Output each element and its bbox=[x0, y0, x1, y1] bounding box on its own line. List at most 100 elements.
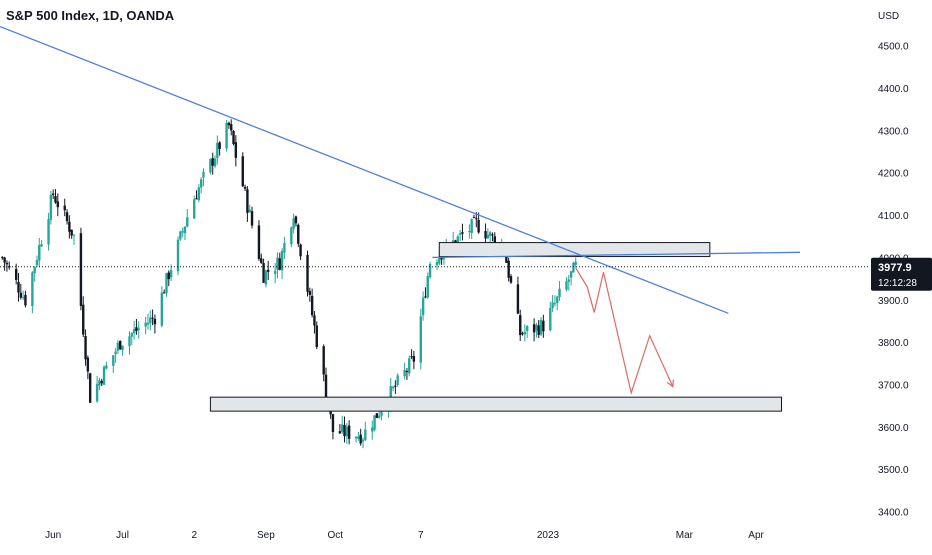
candle-body bbox=[421, 297, 425, 316]
candle-body bbox=[371, 427, 374, 432]
candle-body bbox=[137, 328, 140, 331]
candle-body bbox=[539, 319, 543, 335]
candle-body bbox=[257, 225, 261, 259]
candle-body bbox=[5, 262, 9, 265]
candle-body bbox=[262, 263, 265, 283]
candle-countdown: 12:12:28 bbox=[878, 278, 917, 289]
candle-body bbox=[31, 272, 34, 307]
candle-body bbox=[290, 227, 293, 245]
candle-body bbox=[33, 266, 36, 274]
candle-body bbox=[199, 179, 203, 188]
candle-body bbox=[438, 256, 441, 264]
time-tick-label: Sep bbox=[257, 530, 275, 541]
candle-body bbox=[146, 322, 150, 325]
candle-body bbox=[468, 230, 471, 233]
candle-body bbox=[567, 279, 570, 282]
candle-body bbox=[491, 234, 494, 236]
candle-body bbox=[38, 245, 41, 261]
candle-body bbox=[461, 232, 464, 234]
price-tick-label: 3400.0 bbox=[878, 508, 909, 519]
candle-body bbox=[267, 269, 270, 272]
candle-body bbox=[294, 216, 298, 224]
candle-body bbox=[435, 261, 439, 266]
candle-body bbox=[234, 142, 238, 158]
candle-body bbox=[553, 303, 557, 305]
candle-body bbox=[308, 290, 312, 295]
candle-body bbox=[477, 219, 480, 233]
candle-body bbox=[105, 365, 108, 369]
candle-body bbox=[130, 333, 133, 337]
candle-body bbox=[167, 272, 170, 280]
candle-body bbox=[389, 386, 392, 406]
candle-body bbox=[149, 317, 152, 324]
candle-body bbox=[475, 218, 478, 220]
candle-body bbox=[273, 270, 277, 274]
candle-body bbox=[51, 193, 55, 195]
candle-body bbox=[380, 411, 383, 416]
candle-body bbox=[162, 292, 166, 294]
price-axis: USD4500.04400.04300.04200.04100.04000.03… bbox=[871, 11, 932, 519]
candle-body bbox=[488, 232, 492, 237]
candle-body bbox=[151, 317, 154, 319]
candle-body bbox=[572, 262, 575, 273]
candle-body bbox=[119, 341, 122, 350]
candle-body bbox=[202, 171, 205, 178]
candle-body bbox=[88, 373, 92, 403]
projection-arrowhead bbox=[666, 379, 674, 388]
candle-body bbox=[63, 205, 66, 211]
candle-body bbox=[86, 357, 90, 372]
time-tick-label: 7 bbox=[418, 530, 424, 541]
time-tick-label: 2023 bbox=[537, 530, 560, 541]
candle-body bbox=[24, 294, 27, 306]
candle-body bbox=[197, 187, 201, 201]
price-tick-label: 4500.0 bbox=[878, 42, 909, 53]
candle-body bbox=[428, 264, 432, 278]
currency-label: USD bbox=[878, 11, 899, 22]
candle-body bbox=[68, 221, 71, 232]
candle-body bbox=[241, 156, 244, 187]
symbol-title: S&P 500 Index, 1D, OANDA bbox=[6, 8, 175, 23]
candle-body bbox=[165, 273, 168, 294]
candle-body bbox=[160, 292, 164, 326]
candle-body bbox=[82, 304, 85, 335]
candle-body bbox=[403, 369, 406, 377]
candle-body bbox=[364, 429, 367, 441]
candle-body bbox=[183, 226, 187, 234]
candle-body bbox=[509, 276, 513, 283]
candle-body bbox=[558, 288, 561, 298]
candle-body bbox=[361, 439, 365, 442]
candle-body bbox=[121, 345, 124, 351]
candle-body bbox=[313, 315, 316, 326]
candle-body bbox=[227, 122, 231, 126]
candle-body bbox=[216, 142, 219, 158]
candle-body bbox=[250, 211, 254, 226]
candle-body bbox=[40, 244, 43, 247]
candle-body bbox=[19, 292, 23, 298]
candle-body bbox=[426, 276, 429, 298]
candle-body bbox=[292, 218, 295, 229]
candle-body bbox=[297, 224, 300, 244]
candle-body bbox=[375, 413, 379, 418]
candle-body bbox=[3, 257, 6, 263]
candle-body bbox=[507, 260, 510, 278]
price-tick-label: 3700.0 bbox=[878, 380, 909, 391]
candle-body bbox=[169, 269, 173, 278]
candle-body bbox=[72, 234, 76, 236]
candle-body bbox=[396, 375, 399, 386]
candle-body bbox=[135, 327, 138, 331]
candle-body bbox=[519, 315, 522, 336]
candle-body bbox=[424, 296, 427, 298]
candle-body bbox=[114, 351, 117, 355]
candle-body bbox=[54, 196, 57, 203]
candle-body bbox=[537, 325, 540, 335]
candle-body bbox=[84, 335, 87, 360]
candle-body bbox=[549, 308, 552, 331]
candle-body bbox=[225, 123, 228, 149]
candle-body bbox=[412, 356, 416, 362]
candle-body bbox=[102, 366, 106, 385]
candle-body bbox=[405, 371, 409, 373]
candle-body bbox=[359, 434, 362, 444]
candle-body bbox=[419, 316, 423, 363]
